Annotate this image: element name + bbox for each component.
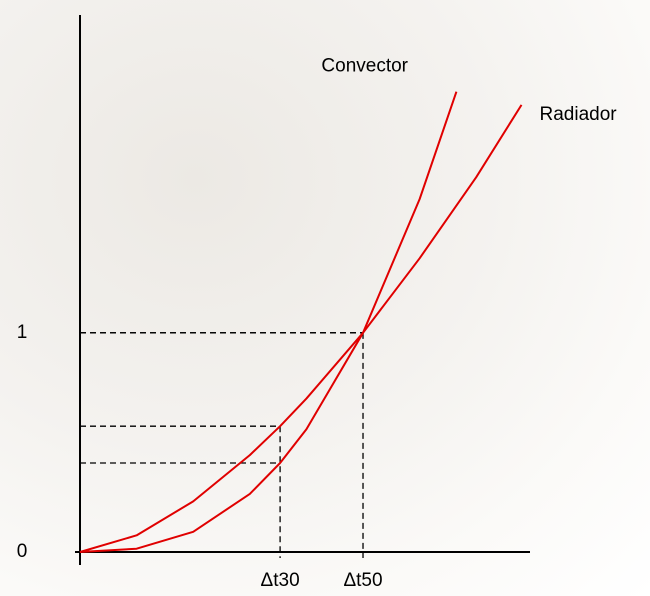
y-tick-label: 1 — [17, 322, 28, 343]
page: 0 1 Δt30 Δt50 Convector Radiador — [0, 0, 650, 596]
series-label: Convector — [321, 56, 408, 77]
y-tick-label: 0 — [17, 541, 28, 562]
chart: 0 1 Δt30 Δt50 Convector Radiador — [0, 0, 650, 596]
series-label: Radiador — [540, 104, 618, 125]
x-tick-label: Δt30 — [261, 570, 300, 591]
series-line — [80, 92, 456, 552]
x-tick-label: Δt50 — [343, 570, 382, 591]
series-line — [80, 105, 522, 552]
